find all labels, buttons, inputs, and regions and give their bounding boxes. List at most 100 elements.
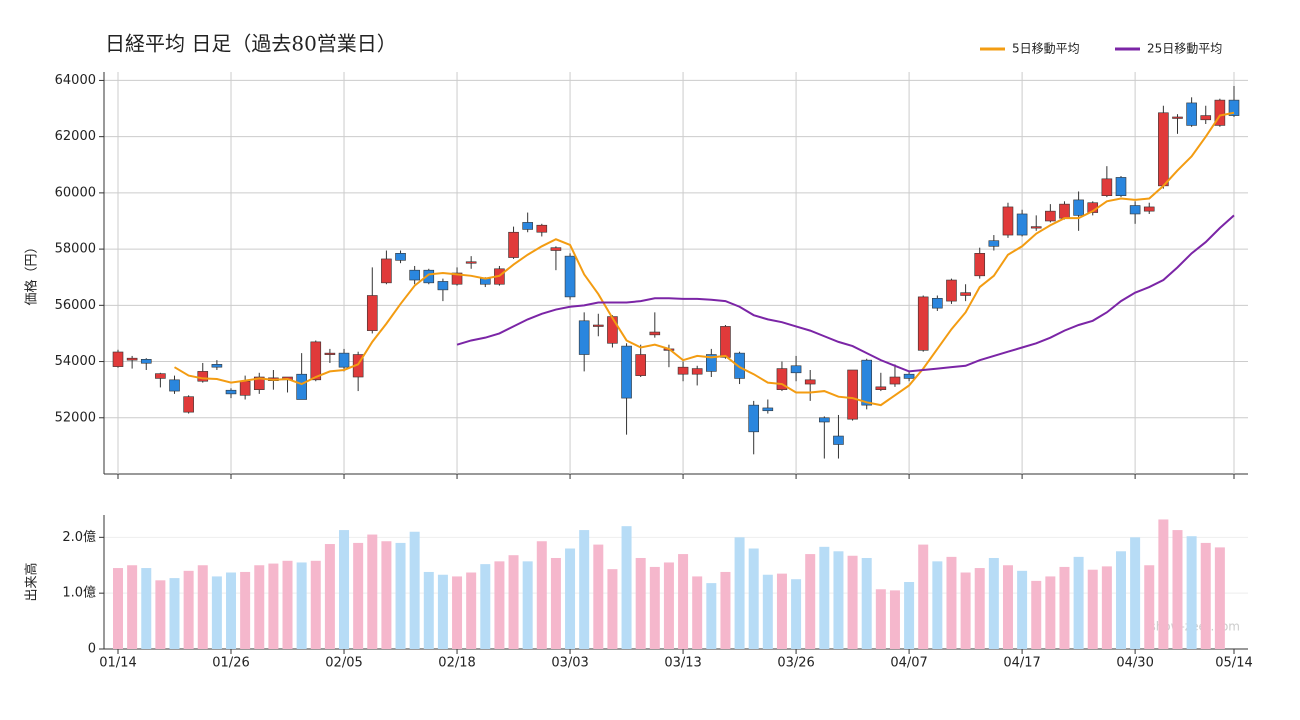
y-tick-label: 58000: [55, 242, 96, 257]
candle-body: [960, 292, 971, 296]
volume-bar: [1186, 536, 1197, 649]
volume-bar: [847, 555, 858, 649]
candle-body: [790, 365, 802, 374]
volume-bar: [861, 557, 872, 649]
volume-bar: [678, 554, 689, 649]
volume-bar: [1087, 569, 1098, 649]
candle-body: [296, 373, 307, 400]
candle-body: [677, 366, 689, 375]
volume-bar: [550, 557, 561, 649]
volume-bar: [339, 530, 350, 649]
candle-body: [1073, 199, 1084, 216]
volume-bar: [776, 573, 787, 649]
candle-body: [409, 269, 420, 281]
candle-body: [889, 376, 901, 385]
volume-bar: [1158, 519, 1169, 649]
candle-body: [691, 368, 703, 375]
volume-bar: [183, 570, 194, 649]
candle-body: [324, 352, 336, 355]
candle-body: [395, 253, 406, 261]
candle-body: [564, 255, 576, 298]
candle-body: [762, 407, 774, 412]
candle-body: [649, 331, 661, 336]
volume-bar: [1002, 565, 1013, 649]
candle-body: [833, 435, 844, 445]
x-tick-label: 01/14: [99, 656, 136, 671]
volume-bar: [141, 568, 152, 649]
volume-bar: [621, 526, 632, 649]
candle-body: [635, 354, 646, 376]
chart-title: 日経平均 日足（過去80営業日）: [105, 32, 397, 56]
candle-body: [917, 296, 929, 351]
moving-average-line: [456, 214, 1235, 373]
y-tick-label: 54000: [55, 354, 96, 369]
legend-label: 5日移動平均: [1012, 42, 1080, 56]
volume-bar: [875, 589, 886, 649]
candle-body: [578, 320, 590, 355]
volume-bar: [1115, 551, 1126, 649]
candle-body: [1200, 115, 1212, 121]
candle-body: [197, 371, 209, 382]
candle-body: [974, 253, 986, 277]
candle-body: [1002, 206, 1014, 236]
candle-body: [211, 364, 223, 368]
volume-bar: [353, 542, 364, 649]
candle-body: [706, 354, 717, 372]
volume-bar: [226, 572, 237, 649]
volume-bar: [381, 541, 392, 649]
volume-bar: [536, 541, 547, 649]
volume-bar: [452, 576, 463, 649]
candle-body: [720, 326, 731, 358]
candle-body: [253, 376, 265, 390]
volume-bar: [593, 544, 604, 649]
volume-bar: [155, 580, 166, 649]
x-tick-label: 01/26: [212, 656, 249, 671]
candle-body: [183, 396, 194, 413]
volume-bar: [282, 560, 293, 649]
volume-bar: [423, 571, 434, 649]
candle-body: [465, 261, 477, 264]
x-tick-label: 02/18: [438, 656, 475, 671]
candle-body: [366, 295, 378, 331]
volume-bar: [988, 557, 999, 649]
candle-body: [381, 258, 392, 284]
candle-body: [861, 359, 873, 406]
candle-body: [1059, 203, 1070, 219]
candle-body: [847, 369, 858, 420]
volume-bar: [113, 568, 123, 649]
volume-bar: [706, 583, 717, 649]
x-tick-label: 04/07: [890, 656, 927, 671]
candle-body: [1115, 177, 1127, 196]
candle-body: [748, 404, 759, 433]
volume-bar: [1214, 547, 1225, 649]
candle-body: [932, 298, 943, 309]
candle-body: [593, 324, 604, 327]
volume-bar: [508, 555, 519, 649]
candle-body: [169, 379, 180, 392]
volume-bar: [579, 530, 590, 649]
legend-label: 25日移動平均: [1147, 42, 1222, 56]
candle-body: [423, 269, 435, 284]
volume-bar: [918, 544, 929, 649]
x-tick-label: 03/13: [664, 656, 701, 671]
volume-bar: [960, 572, 971, 649]
volume-bar: [692, 576, 703, 649]
y-tick-label: 60000: [55, 185, 96, 200]
candle-body: [1129, 205, 1141, 215]
volume-bar: [1059, 566, 1070, 649]
candle-body: [946, 279, 957, 302]
volume-bar: [819, 546, 830, 649]
candle-body: [310, 341, 322, 381]
candle-body: [621, 345, 632, 399]
volume-bar: [324, 544, 335, 649]
candle-body: [1101, 178, 1113, 196]
candle-body: [225, 389, 237, 395]
volume-bar: [240, 571, 251, 649]
y-axis-label: 出来高: [24, 562, 40, 601]
candle-body: [550, 247, 562, 251]
volume-bar: [409, 531, 420, 649]
candle-body: [338, 352, 350, 368]
volume-bar: [1144, 565, 1155, 649]
x-tick-label: 03/26: [777, 656, 814, 671]
